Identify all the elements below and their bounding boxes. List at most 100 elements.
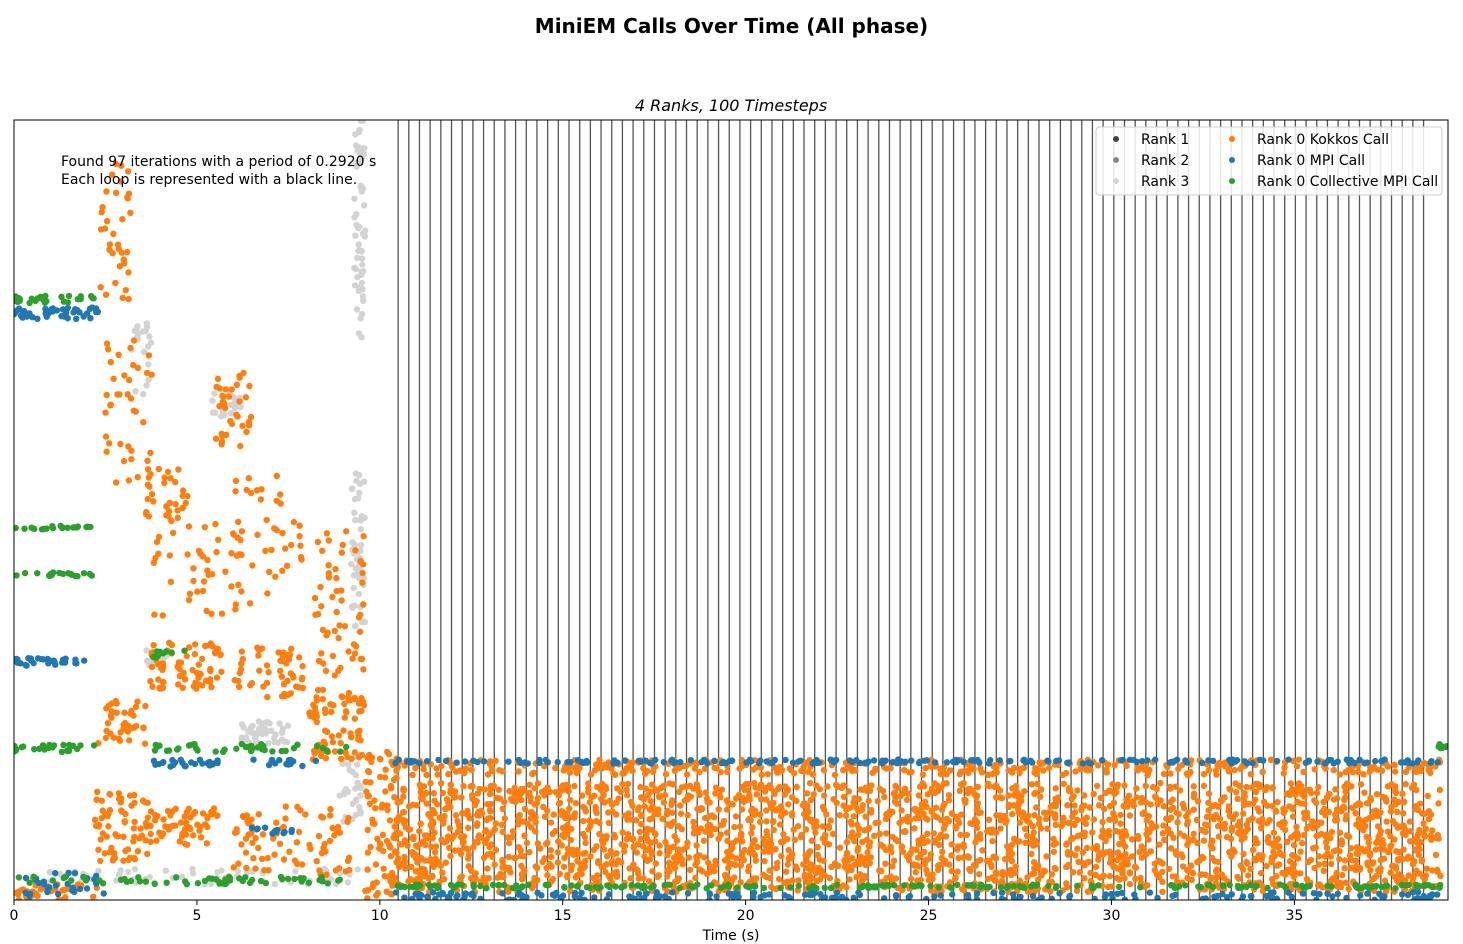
data-point (776, 783, 783, 791)
data-point (643, 890, 650, 897)
data-point (1133, 794, 1140, 801)
data-point (855, 795, 863, 803)
data-point (731, 874, 738, 881)
data-point (188, 759, 195, 766)
data-point (534, 795, 542, 802)
data-point (58, 748, 66, 755)
data-point (1021, 825, 1029, 832)
data-point (1090, 790, 1097, 798)
data-point (227, 417, 234, 425)
data-point (1097, 794, 1104, 801)
data-point (167, 475, 174, 482)
data-point (1392, 783, 1399, 790)
data-point (199, 760, 206, 767)
data-point (1146, 889, 1154, 896)
data-point (381, 774, 389, 781)
data-point (776, 821, 784, 828)
data-point (74, 296, 82, 303)
data-point (273, 828, 280, 835)
data-point (1098, 849, 1106, 856)
data-point (603, 853, 611, 860)
data-point (1353, 821, 1360, 828)
data-point (404, 842, 411, 849)
data-point (360, 533, 367, 540)
data-point (307, 709, 314, 716)
data-point (201, 524, 208, 531)
data-point (169, 529, 177, 537)
data-point (95, 867, 102, 875)
data-point (1152, 756, 1159, 763)
data-point (232, 606, 239, 613)
data-point (1160, 822, 1167, 829)
data-point (511, 854, 518, 862)
data-point (1353, 863, 1360, 870)
data-point (1024, 874, 1031, 881)
data-point (84, 523, 91, 530)
data-point (159, 759, 166, 767)
data-point (910, 883, 917, 890)
data-point (1357, 892, 1364, 899)
data-point (299, 684, 307, 692)
data-point (163, 879, 170, 886)
data-point (329, 824, 336, 832)
data-point (331, 832, 338, 839)
data-point (352, 643, 360, 650)
data-point (1095, 802, 1103, 809)
data-point (957, 831, 964, 839)
data-point (1051, 864, 1058, 872)
data-point (112, 831, 119, 838)
data-point (561, 786, 568, 793)
data-point (207, 676, 214, 683)
data-point (931, 759, 939, 766)
data-point (612, 883, 619, 890)
data-point (505, 888, 512, 895)
data-point (1415, 840, 1422, 848)
data-point (345, 761, 352, 768)
data-point (87, 315, 94, 322)
data-point (783, 787, 791, 794)
data-point (1079, 760, 1087, 767)
data-point (382, 788, 389, 795)
data-point (814, 843, 821, 851)
data-point (609, 801, 616, 808)
data-point (226, 877, 234, 884)
data-point (185, 644, 193, 651)
data-point (694, 881, 701, 888)
data-point (1219, 890, 1226, 898)
data-point (243, 428, 250, 435)
data-point (630, 861, 637, 868)
data-point (324, 629, 331, 636)
data-point (1427, 832, 1435, 839)
data-point (913, 846, 920, 853)
data-point (466, 815, 473, 822)
data-point (298, 556, 305, 563)
data-point (179, 504, 186, 512)
data-point (618, 841, 625, 848)
data-point (647, 797, 654, 805)
data-point (367, 843, 374, 851)
data-point (311, 594, 319, 602)
data-point (1190, 790, 1198, 797)
data-point (1320, 867, 1327, 874)
data-point (130, 407, 137, 414)
data-point (467, 783, 474, 790)
data-point (1381, 893, 1388, 900)
data-point (907, 850, 914, 857)
data-point (290, 518, 298, 526)
data-point (130, 712, 137, 719)
data-point (112, 189, 120, 196)
data-point (354, 728, 361, 736)
data-point (495, 786, 502, 793)
data-point (1028, 850, 1035, 858)
data-point (621, 757, 629, 764)
data-point (943, 771, 950, 778)
data-point (579, 864, 587, 872)
data-point (284, 722, 292, 729)
data-point (209, 761, 216, 768)
data-point (633, 866, 640, 873)
data-point (283, 738, 291, 746)
data-point (1435, 800, 1442, 807)
data-point (288, 826, 295, 834)
data-point (46, 869, 53, 876)
data-point (159, 612, 166, 619)
